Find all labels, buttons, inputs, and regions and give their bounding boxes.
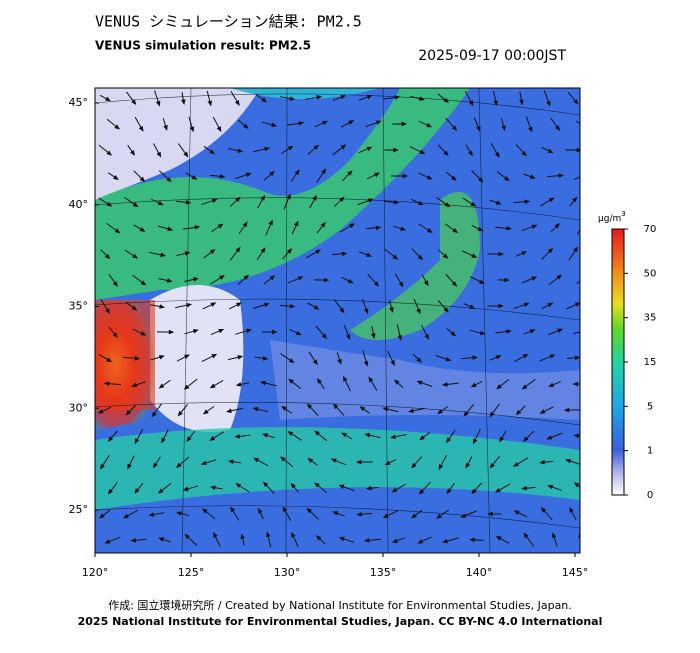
title: VENUS シミュレーション結果: PM2.5	[95, 13, 362, 31]
timestamp: 2025-09-17 00:00JST	[418, 48, 566, 64]
map	[95, 88, 589, 553]
wind-arrowhead	[582, 221, 585, 225]
colorbar-label: 0	[647, 490, 653, 501]
colorbar-label: 50	[644, 268, 657, 279]
wind-arrowhead	[582, 124, 586, 127]
colorbar-label: 70	[644, 224, 657, 235]
colorbar-label: 15	[644, 357, 657, 368]
lon-label: 140°	[466, 566, 493, 579]
wind-arrowhead	[584, 172, 588, 175]
lat-label: 45°	[69, 96, 89, 109]
lon-label: 120°	[82, 566, 109, 579]
wind-arrowhead	[585, 330, 589, 333]
subtitle: VENUS simulation result: PM2.5	[95, 39, 311, 53]
colorbar-label: 5	[647, 401, 653, 412]
wind-arrowhead	[582, 276, 586, 280]
colorbar-label: 1	[647, 446, 653, 457]
lon-label: 130°	[274, 566, 301, 579]
unit-sup: 3	[621, 210, 625, 218]
colorbar-label: 35	[644, 313, 657, 324]
colorbar	[612, 229, 624, 495]
colorbar-unit: μg/m3	[598, 210, 626, 224]
lon-label: 145°	[562, 566, 589, 579]
lat-label: 40°	[69, 198, 89, 211]
lat-label: 30°	[69, 401, 89, 414]
credit: 作成: 国立環境研究所 / Created by National Instit…	[108, 598, 572, 612]
lat-label: 25°	[69, 503, 89, 516]
lat-label: 35°	[69, 300, 89, 313]
lon-label: 125°	[178, 566, 205, 579]
unit: μg/m	[598, 214, 621, 224]
lon-label: 135°	[370, 566, 397, 579]
copyright: 2025 National Institute for Environmenta…	[78, 615, 603, 628]
